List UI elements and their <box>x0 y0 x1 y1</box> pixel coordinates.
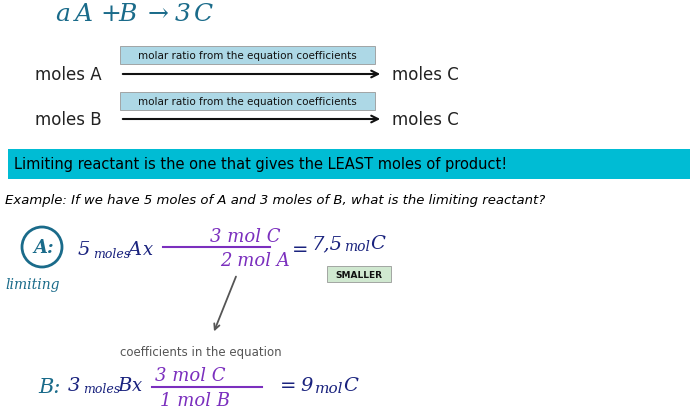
Text: moles B: moles B <box>35 111 101 129</box>
Text: 3 mol C: 3 mol C <box>210 228 281 245</box>
Text: +: + <box>100 3 121 26</box>
Text: x: x <box>143 240 153 259</box>
FancyBboxPatch shape <box>120 47 375 65</box>
Text: moles A: moles A <box>35 66 101 84</box>
Text: moles: moles <box>93 247 130 260</box>
Text: coefficients in the equation: coefficients in the equation <box>120 346 281 358</box>
Text: 3 mol C: 3 mol C <box>155 366 225 384</box>
Text: mol: mol <box>315 381 344 395</box>
Text: molar ratio from the equation coefficients: molar ratio from the equation coefficien… <box>138 97 357 107</box>
Text: A: A <box>75 3 93 26</box>
FancyBboxPatch shape <box>327 266 391 282</box>
Text: B: B <box>117 376 132 394</box>
Text: 3: 3 <box>68 376 80 394</box>
Text: B:: B: <box>38 377 60 396</box>
Text: 9: 9 <box>300 376 312 394</box>
Text: =: = <box>280 375 297 394</box>
Text: a: a <box>55 3 70 26</box>
Text: moles C: moles C <box>392 66 459 84</box>
Text: →: → <box>148 3 169 26</box>
Text: limiting: limiting <box>5 277 60 291</box>
Text: 2 mol A: 2 mol A <box>220 252 290 269</box>
Text: SMALLER: SMALLER <box>335 270 382 279</box>
Text: 5: 5 <box>78 240 90 259</box>
Text: 3: 3 <box>175 3 191 26</box>
Text: =: = <box>292 240 309 259</box>
FancyBboxPatch shape <box>120 93 375 111</box>
Text: 7,5: 7,5 <box>312 235 343 252</box>
Text: mol: mol <box>344 240 370 254</box>
Text: A: A <box>127 240 141 259</box>
Text: molar ratio from the equation coefficients: molar ratio from the equation coefficien… <box>138 51 357 61</box>
Text: A:: A: <box>34 238 55 256</box>
Text: C: C <box>370 235 385 252</box>
Text: Limiting reactant is the one that gives the LEAST moles of product!: Limiting reactant is the one that gives … <box>14 157 507 172</box>
Text: 1 mol B: 1 mol B <box>160 391 230 409</box>
Text: x: x <box>132 376 142 394</box>
FancyBboxPatch shape <box>8 150 690 180</box>
Text: B: B <box>118 3 136 26</box>
Text: Example: If we have 5 moles of A and 3 moles of B, what is the limiting reactant: Example: If we have 5 moles of A and 3 m… <box>5 194 545 206</box>
Text: C: C <box>343 376 358 394</box>
Text: C: C <box>193 3 212 26</box>
Text: moles: moles <box>83 382 120 396</box>
Text: moles C: moles C <box>392 111 459 129</box>
